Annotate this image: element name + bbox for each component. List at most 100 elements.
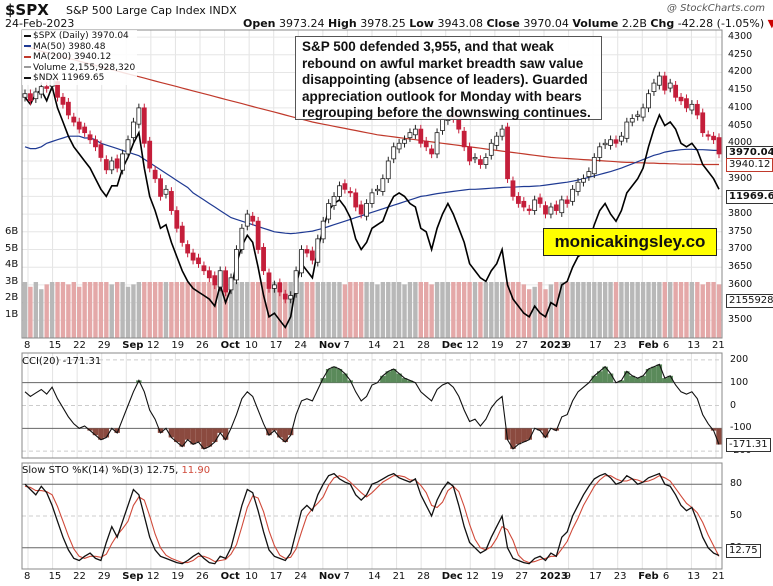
candle-body (461, 130, 467, 148)
open-label: Open (243, 17, 276, 30)
volume-bar (174, 282, 180, 338)
candle-body (391, 146, 397, 160)
candle-body (136, 107, 142, 125)
candle-body (716, 137, 722, 155)
x-tick-label: Sep (122, 340, 144, 351)
sto-tick-label: 50 (730, 510, 743, 521)
x-tick-label: 8 (24, 571, 31, 582)
volume-bar (228, 282, 234, 338)
candle-body (315, 238, 321, 263)
x-tick-label: 28 (417, 571, 430, 582)
candle-body (87, 134, 93, 141)
candle-body (711, 135, 716, 141)
candle-body (510, 180, 516, 197)
x-tick-label: 19 (171, 571, 185, 582)
cci-fill-negative (114, 428, 120, 433)
volume-bar (245, 282, 250, 338)
candle-body (250, 215, 256, 222)
x-tick-label: 17 (589, 571, 602, 582)
chg-label: Chg (650, 17, 675, 30)
candle-body (635, 114, 641, 117)
price-tick-label: 3700 (728, 243, 753, 255)
candle-body (201, 265, 207, 272)
volume-bar (451, 282, 456, 338)
x-tick-label: 12 (466, 340, 480, 351)
candle-body (559, 199, 565, 214)
volume-bar (646, 282, 651, 338)
price-legend: $SPX (Daily) 3970.04 MA(50) 3980.48 MA(200… (22, 30, 138, 85)
cci-fill-negative (287, 428, 294, 436)
candle-body (412, 128, 418, 136)
candle-body (640, 107, 646, 118)
price-tick-label: 3650 (728, 261, 753, 273)
candle-body (543, 205, 548, 215)
candle-body (402, 139, 407, 144)
volume-tick-label: 6B (5, 226, 19, 237)
x-tick-label: 21 (392, 340, 406, 351)
ma200-line (24, 45, 719, 166)
volume-bars (22, 282, 722, 338)
candle-body (526, 208, 532, 211)
candle-body (131, 121, 136, 139)
volume-bar (353, 282, 358, 338)
candle-body (380, 178, 386, 192)
candle-body (65, 101, 71, 116)
cci-tick-label: 200 (730, 353, 749, 365)
volume-bar (424, 282, 429, 338)
volume-bar (337, 282, 342, 338)
volume-bar (190, 282, 196, 338)
cci-tag: -171.31 (726, 438, 771, 452)
candle-body (581, 178, 586, 183)
cci-fill-negative (157, 428, 164, 433)
volume-bar (581, 282, 586, 338)
x-tick-label: 12 (146, 340, 160, 351)
volume-bar (418, 282, 423, 338)
volume-bar (467, 282, 472, 338)
cci-fill-negative (195, 428, 202, 443)
x-tick-label: 21 (392, 571, 406, 582)
volume-bar (261, 282, 266, 338)
volume-bar (678, 282, 684, 338)
candle-body (488, 142, 494, 156)
indicator-lines (24, 45, 722, 565)
x-tick-label: 7 (343, 571, 350, 582)
panel-frame (21, 462, 723, 570)
cci-tick-label: 0 (730, 399, 737, 411)
candle-body (206, 270, 212, 279)
candle-body (141, 107, 147, 144)
volume-bar (657, 282, 662, 338)
volume-bar (77, 286, 82, 338)
x-tick-label: 13 (687, 571, 701, 582)
volume-bar (386, 282, 391, 338)
volume-bar (331, 282, 337, 338)
x-tick-label: 21 (712, 340, 725, 351)
volume-bar (570, 282, 575, 338)
cci-fill-negative (504, 428, 511, 440)
cci-fill-positive (602, 366, 608, 383)
candle-body (499, 128, 505, 137)
close-value: 3970.04 (523, 17, 569, 30)
volume-bar (716, 284, 722, 338)
x-tick-label: 19 (490, 340, 504, 351)
legend-entry: $NDX 11969.65 (24, 73, 135, 84)
volume-bar (304, 282, 310, 338)
candle-body (385, 160, 391, 180)
cci-fill-negative (510, 428, 516, 449)
candle-body (467, 146, 472, 162)
chart-header: $SPX S&P 500 Large Cap Index INDX @ Stoc… (0, 0, 773, 30)
volume-bar (180, 282, 185, 338)
volume-bar (44, 284, 49, 338)
volume-bar (104, 282, 109, 338)
low-value: 3943.08 (437, 17, 483, 30)
candle-body (228, 277, 234, 291)
cci-fill-negative (515, 428, 522, 445)
candle-body (694, 103, 700, 116)
volume-bar (49, 282, 55, 338)
candle-body (532, 199, 538, 211)
volume-bar (131, 284, 136, 338)
legend-entry: MA(200) 3940.12 (24, 52, 135, 63)
cci-fill-positive (385, 371, 391, 383)
x-tick-label: 23 (613, 571, 627, 582)
cci-fill-positive (407, 380, 413, 383)
volume-bar (684, 282, 689, 338)
